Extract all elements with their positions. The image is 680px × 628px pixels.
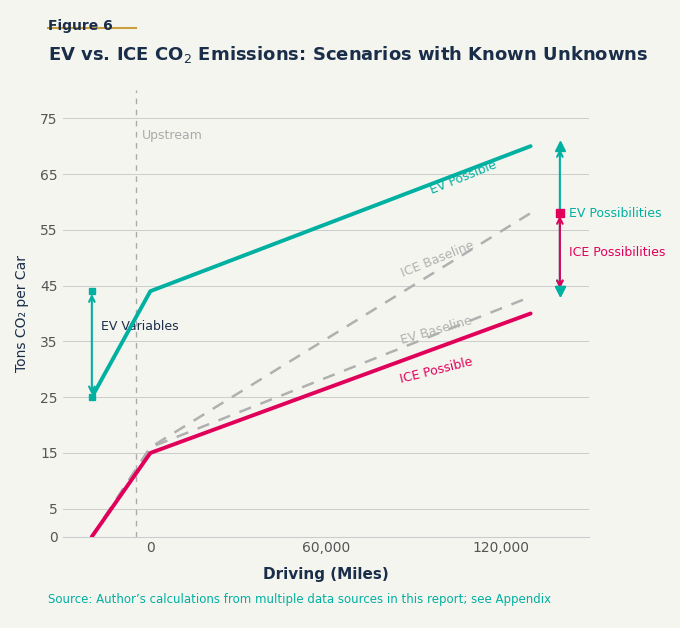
Text: EV Possibilities: EV Possibilities (568, 207, 661, 220)
Text: ICE Possible: ICE Possible (399, 355, 475, 386)
Text: EV Possible: EV Possible (428, 158, 498, 197)
Text: EV vs. ICE CO$_2$ Emissions: Scenarios with Known Unknowns: EV vs. ICE CO$_2$ Emissions: Scenarios w… (48, 44, 648, 65)
Text: Figure 6: Figure 6 (48, 19, 112, 33)
Text: EV Baseline: EV Baseline (399, 314, 473, 347)
Text: Upstream: Upstream (141, 129, 203, 143)
Text: Source: Author’s calculations from multiple data sources in this report; see App: Source: Author’s calculations from multi… (48, 593, 551, 606)
Text: ICE Baseline: ICE Baseline (399, 239, 476, 280)
X-axis label: Driving (Miles): Driving (Miles) (263, 566, 389, 582)
Text: ICE Possibilities: ICE Possibilities (568, 246, 665, 259)
Y-axis label: Tons CO₂ per Car: Tons CO₂ per Car (15, 255, 29, 372)
Text: EV Variables: EV Variables (101, 320, 178, 333)
